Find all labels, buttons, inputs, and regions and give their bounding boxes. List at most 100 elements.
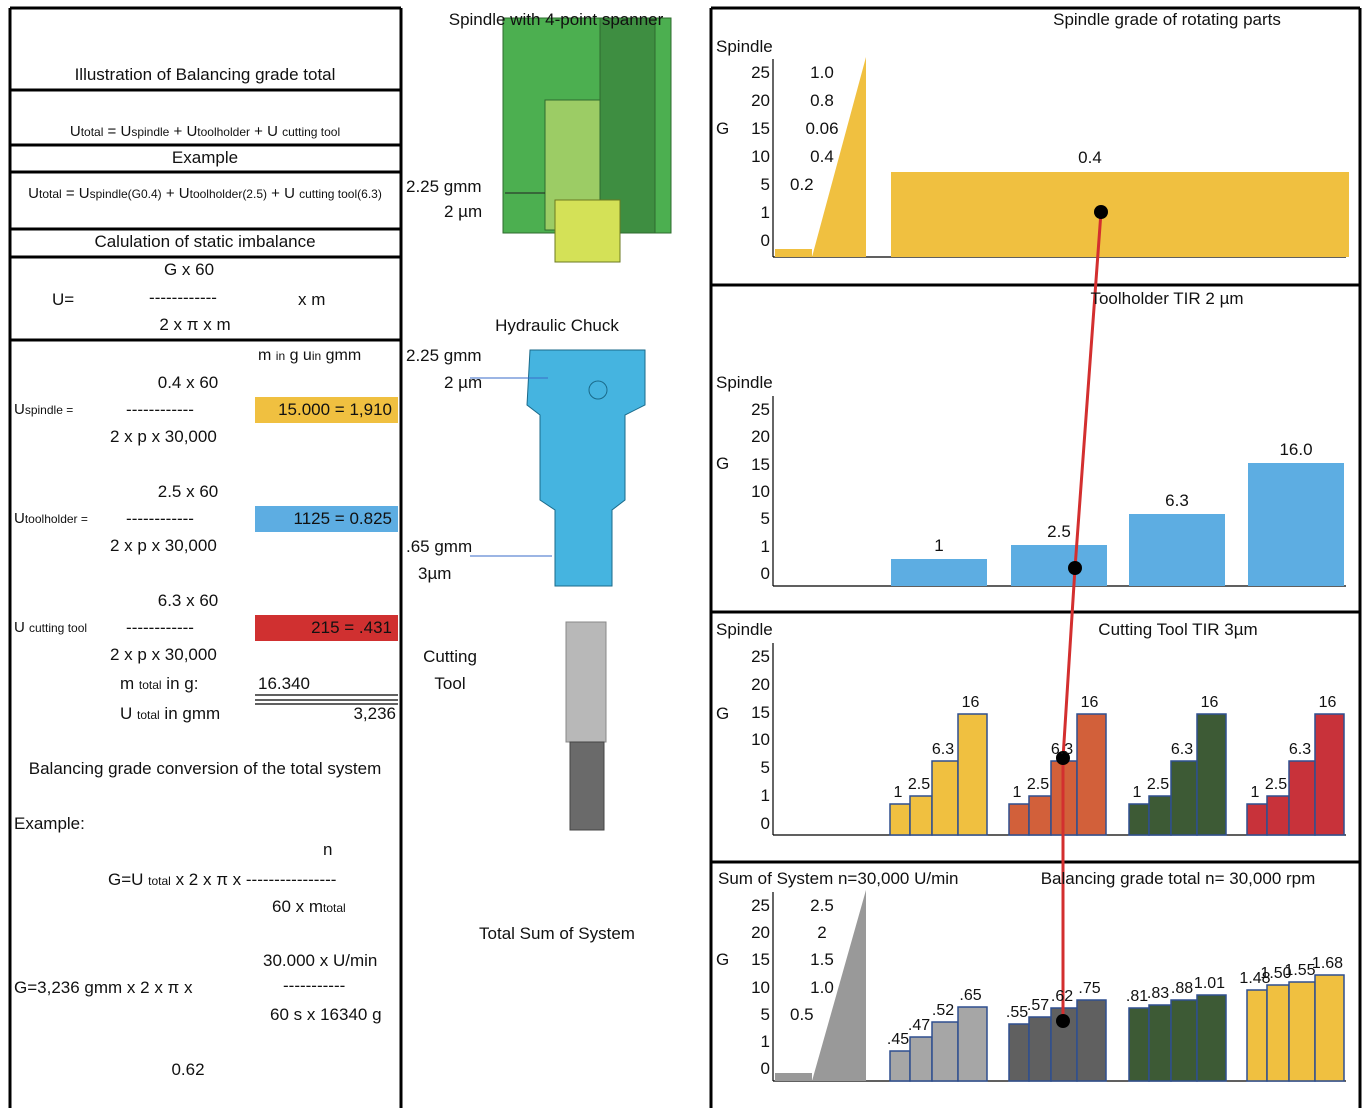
bar-label: 6.3 <box>1288 741 1312 758</box>
bar <box>1128 1007 1150 1082</box>
subscript: spindle = <box>24 403 74 417</box>
subscript: total <box>323 901 346 915</box>
tick-label: 25 <box>751 647 770 666</box>
bar-label: 16 <box>961 694 980 711</box>
result: 0.62 <box>171 1060 205 1079</box>
bar <box>1266 984 1290 1082</box>
subscript: in <box>275 349 286 363</box>
section-title: Spindle with 4-point spanner <box>448 10 664 29</box>
subscript: toolholder(2.5) <box>189 187 267 201</box>
bar-label: 16.0 <box>1279 440 1313 459</box>
bar <box>1248 463 1344 586</box>
bar <box>1288 760 1316 836</box>
bar-label: 6.3 <box>1170 741 1194 758</box>
axis-label: Spindle <box>716 37 773 56</box>
section-title: Illustration of Balancing grade total <box>74 65 336 84</box>
subscript: cutting tool <box>282 125 341 139</box>
label: 2 x π x m <box>159 315 231 334</box>
label: U total in gmm <box>120 704 220 725</box>
text: g u <box>285 347 312 364</box>
connector-dot <box>1056 751 1070 765</box>
label: 16.340 <box>258 674 310 693</box>
label: 3µm <box>418 564 452 583</box>
bar-label: .81 <box>1125 988 1149 1005</box>
section-title: Hydraulic Chuck <box>495 316 619 335</box>
panel-title: Balancing grade total n= 30,000 rpm <box>1040 869 1316 888</box>
label: n <box>323 840 333 859</box>
bar-label: 16 <box>1318 694 1337 711</box>
bar-label: 6.3 <box>1165 491 1189 510</box>
result-box <box>255 397 398 423</box>
ramp <box>812 57 866 257</box>
spindle-illustration <box>502 17 672 263</box>
bar <box>1246 989 1268 1082</box>
bar <box>889 803 911 836</box>
bar <box>1196 713 1227 836</box>
bar <box>1246 803 1268 836</box>
bar <box>891 559 987 586</box>
bar <box>1196 994 1227 1082</box>
label: Uspindle = <box>14 400 73 420</box>
grade-label: 0.2 <box>790 175 814 194</box>
bar-label: 6.3 <box>1050 741 1074 758</box>
label: m total in g: <box>120 674 198 695</box>
bar <box>931 760 959 836</box>
label: G=3,236 gmm x 2 x π x <box>14 978 193 997</box>
text: U <box>28 185 39 202</box>
subscript: total <box>39 187 62 201</box>
section-title: Total Sum of System <box>479 924 635 943</box>
bar-label: .52 <box>931 1002 955 1019</box>
connector-dot <box>1068 561 1082 575</box>
bar <box>1170 999 1198 1082</box>
tick-label: 10 <box>751 147 770 166</box>
bar-label: 1.68 <box>1311 955 1344 972</box>
text: x 2 x π x ---------------- <box>170 870 337 889</box>
bar <box>1148 1004 1172 1082</box>
axis-label: G <box>716 119 730 138</box>
axis-label: Sum of System n=30,000 U/min <box>718 869 959 888</box>
bar <box>957 713 988 836</box>
bar <box>1129 514 1225 586</box>
result-box <box>255 506 398 532</box>
label: 2 x p x 30,000 <box>110 645 217 664</box>
connector <box>1061 211 1103 1021</box>
label: 2.25 gmm <box>406 177 482 196</box>
bar-label: 1 <box>893 784 903 801</box>
text: in gmm <box>159 704 221 723</box>
label: 30.000 x U/min <box>263 951 378 970</box>
text: m <box>258 347 276 364</box>
end-mill-illustration <box>565 621 607 831</box>
bar-label: 2.5 <box>1264 776 1288 793</box>
bar-label: .55 <box>1005 1004 1029 1021</box>
tick-label: 5 <box>760 175 770 194</box>
text: = U <box>103 123 132 140</box>
axis-label: G <box>716 454 730 473</box>
axis-label: G <box>716 704 730 723</box>
label: Utoolholder = <box>14 509 88 529</box>
text: U <box>69 123 81 140</box>
tick-label: 15 <box>751 950 770 970</box>
result: 215 = .431 <box>311 618 392 637</box>
bar <box>1076 999 1107 1082</box>
label: x m <box>298 290 326 309</box>
axis-label: G <box>716 950 730 969</box>
bar-label: 1 <box>1012 784 1022 801</box>
subscript: cutting tool(6.3) <box>299 187 382 201</box>
connector-dot <box>1056 1014 1070 1028</box>
bar <box>1314 713 1345 836</box>
tick-label: 20 <box>751 91 770 110</box>
bar-label: .47 <box>907 1017 931 1034</box>
section-title: Cutting Tool <box>423 647 477 693</box>
tick-label: 5 <box>760 1004 770 1024</box>
grade-label: 0.4 <box>810 147 834 166</box>
text: in g: <box>161 674 199 693</box>
tick-label: 15 <box>751 702 770 722</box>
text: U <box>14 510 25 527</box>
bar <box>889 1050 911 1082</box>
tick-label: 15 <box>751 119 770 138</box>
text: + U <box>250 123 283 140</box>
chuck-illustration <box>470 349 646 587</box>
subscript: toolholder <box>197 125 250 139</box>
grade-label: 1.0 <box>810 977 834 997</box>
